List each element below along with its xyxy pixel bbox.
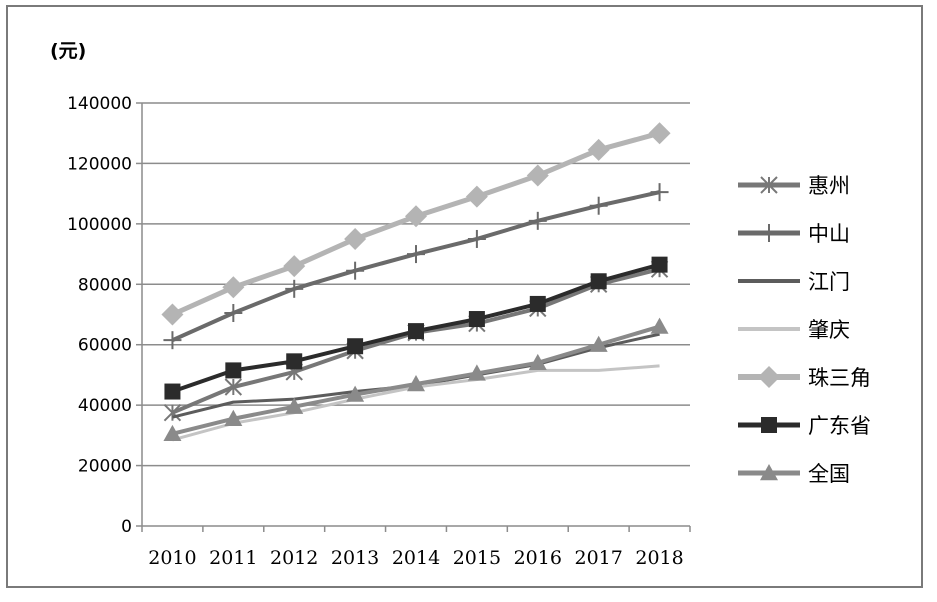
- legend-item: 江门: [738, 270, 850, 294]
- y-tick-label: 120000: [67, 154, 132, 174]
- data-point-triangle: [589, 335, 608, 352]
- legend-label: 珠三角: [808, 366, 871, 390]
- x-tick-label: 2015: [453, 547, 501, 569]
- data-point-square: [164, 383, 181, 400]
- data-point-diamond: [283, 255, 306, 278]
- data-point-plus: [528, 211, 547, 230]
- legend-label: 惠州: [808, 174, 850, 198]
- y-tick-label: 40000: [78, 396, 132, 416]
- data-point-triangle: [760, 464, 778, 481]
- legend-item: 珠三角: [738, 366, 871, 390]
- legend-item: 惠州: [738, 174, 850, 198]
- x-tick-label: 2017: [574, 547, 622, 569]
- data-point-triangle: [285, 397, 304, 414]
- data-point-square: [761, 417, 777, 433]
- y-tick-label: 0: [121, 517, 132, 537]
- data-point-diamond: [587, 138, 610, 161]
- data-point-triangle: [224, 409, 243, 426]
- data-point-triangle: [163, 424, 182, 442]
- data-point-plus: [650, 183, 669, 202]
- y-unit-label: (元): [50, 40, 86, 62]
- data-point-plus: [346, 261, 365, 280]
- legend-label: 全国: [808, 462, 850, 486]
- data-point-square: [408, 323, 424, 340]
- legend-label: 广东省: [808, 414, 871, 438]
- y-tick-label: 20000: [78, 457, 132, 477]
- data-point-square: [347, 338, 364, 355]
- x-tick-label: 2013: [331, 547, 379, 569]
- data-point-triangle: [528, 353, 547, 371]
- data-point-square: [286, 353, 303, 370]
- data-point-asterisk: [760, 176, 778, 194]
- legend-label: 中山: [808, 222, 850, 246]
- data-point-diamond: [344, 227, 367, 250]
- data-point-diamond: [465, 185, 488, 208]
- data-point-diamond: [648, 122, 671, 145]
- data-point-triangle: [407, 374, 425, 392]
- data-point-triangle: [467, 364, 486, 381]
- y-tick-label: 100000: [67, 215, 132, 235]
- x-tick-label: 2012: [270, 547, 318, 569]
- y-tick-label: 80000: [78, 275, 132, 295]
- data-point-plus: [224, 303, 243, 322]
- data-point-square: [590, 273, 607, 290]
- data-point-plus: [467, 229, 486, 248]
- x-tick-label: 2016: [514, 547, 562, 569]
- data-point-square: [529, 295, 546, 312]
- legend-item: 肇庆: [738, 318, 850, 342]
- legend-label: 肇庆: [808, 318, 850, 342]
- data-point-square: [468, 311, 485, 328]
- data-point-square: [225, 362, 242, 379]
- chart-frame: [6, 5, 923, 588]
- data-point-diamond: [161, 303, 184, 326]
- data-point-plus: [163, 331, 182, 350]
- x-tick-label: 2010: [148, 547, 196, 569]
- y-tick-label: 60000: [78, 336, 132, 356]
- data-point-asterisk: [224, 378, 243, 396]
- legend-item: 广东省: [738, 414, 871, 438]
- data-point-diamond: [222, 276, 245, 299]
- data-point-diamond: [405, 205, 427, 228]
- data-point-plus: [760, 224, 778, 242]
- x-tick-label: 2018: [635, 547, 683, 569]
- data-point-diamond: [526, 164, 549, 187]
- data-point-triangle: [650, 317, 669, 334]
- legend-item: 全国: [738, 462, 850, 486]
- data-point-diamond: [758, 366, 780, 388]
- data-point-square: [651, 256, 668, 273]
- data-point-plus: [407, 245, 425, 264]
- data-point-plus: [285, 279, 304, 298]
- legend-item: 中山: [738, 222, 850, 246]
- data-point-triangle: [346, 385, 365, 402]
- data-point-asterisk: [163, 403, 182, 422]
- y-tick-label: 140000: [67, 94, 132, 114]
- x-tick-label: 2014: [392, 547, 440, 569]
- data-point-plus: [589, 196, 608, 215]
- x-tick-label: 2011: [209, 547, 257, 569]
- legend-label: 江门: [808, 270, 850, 294]
